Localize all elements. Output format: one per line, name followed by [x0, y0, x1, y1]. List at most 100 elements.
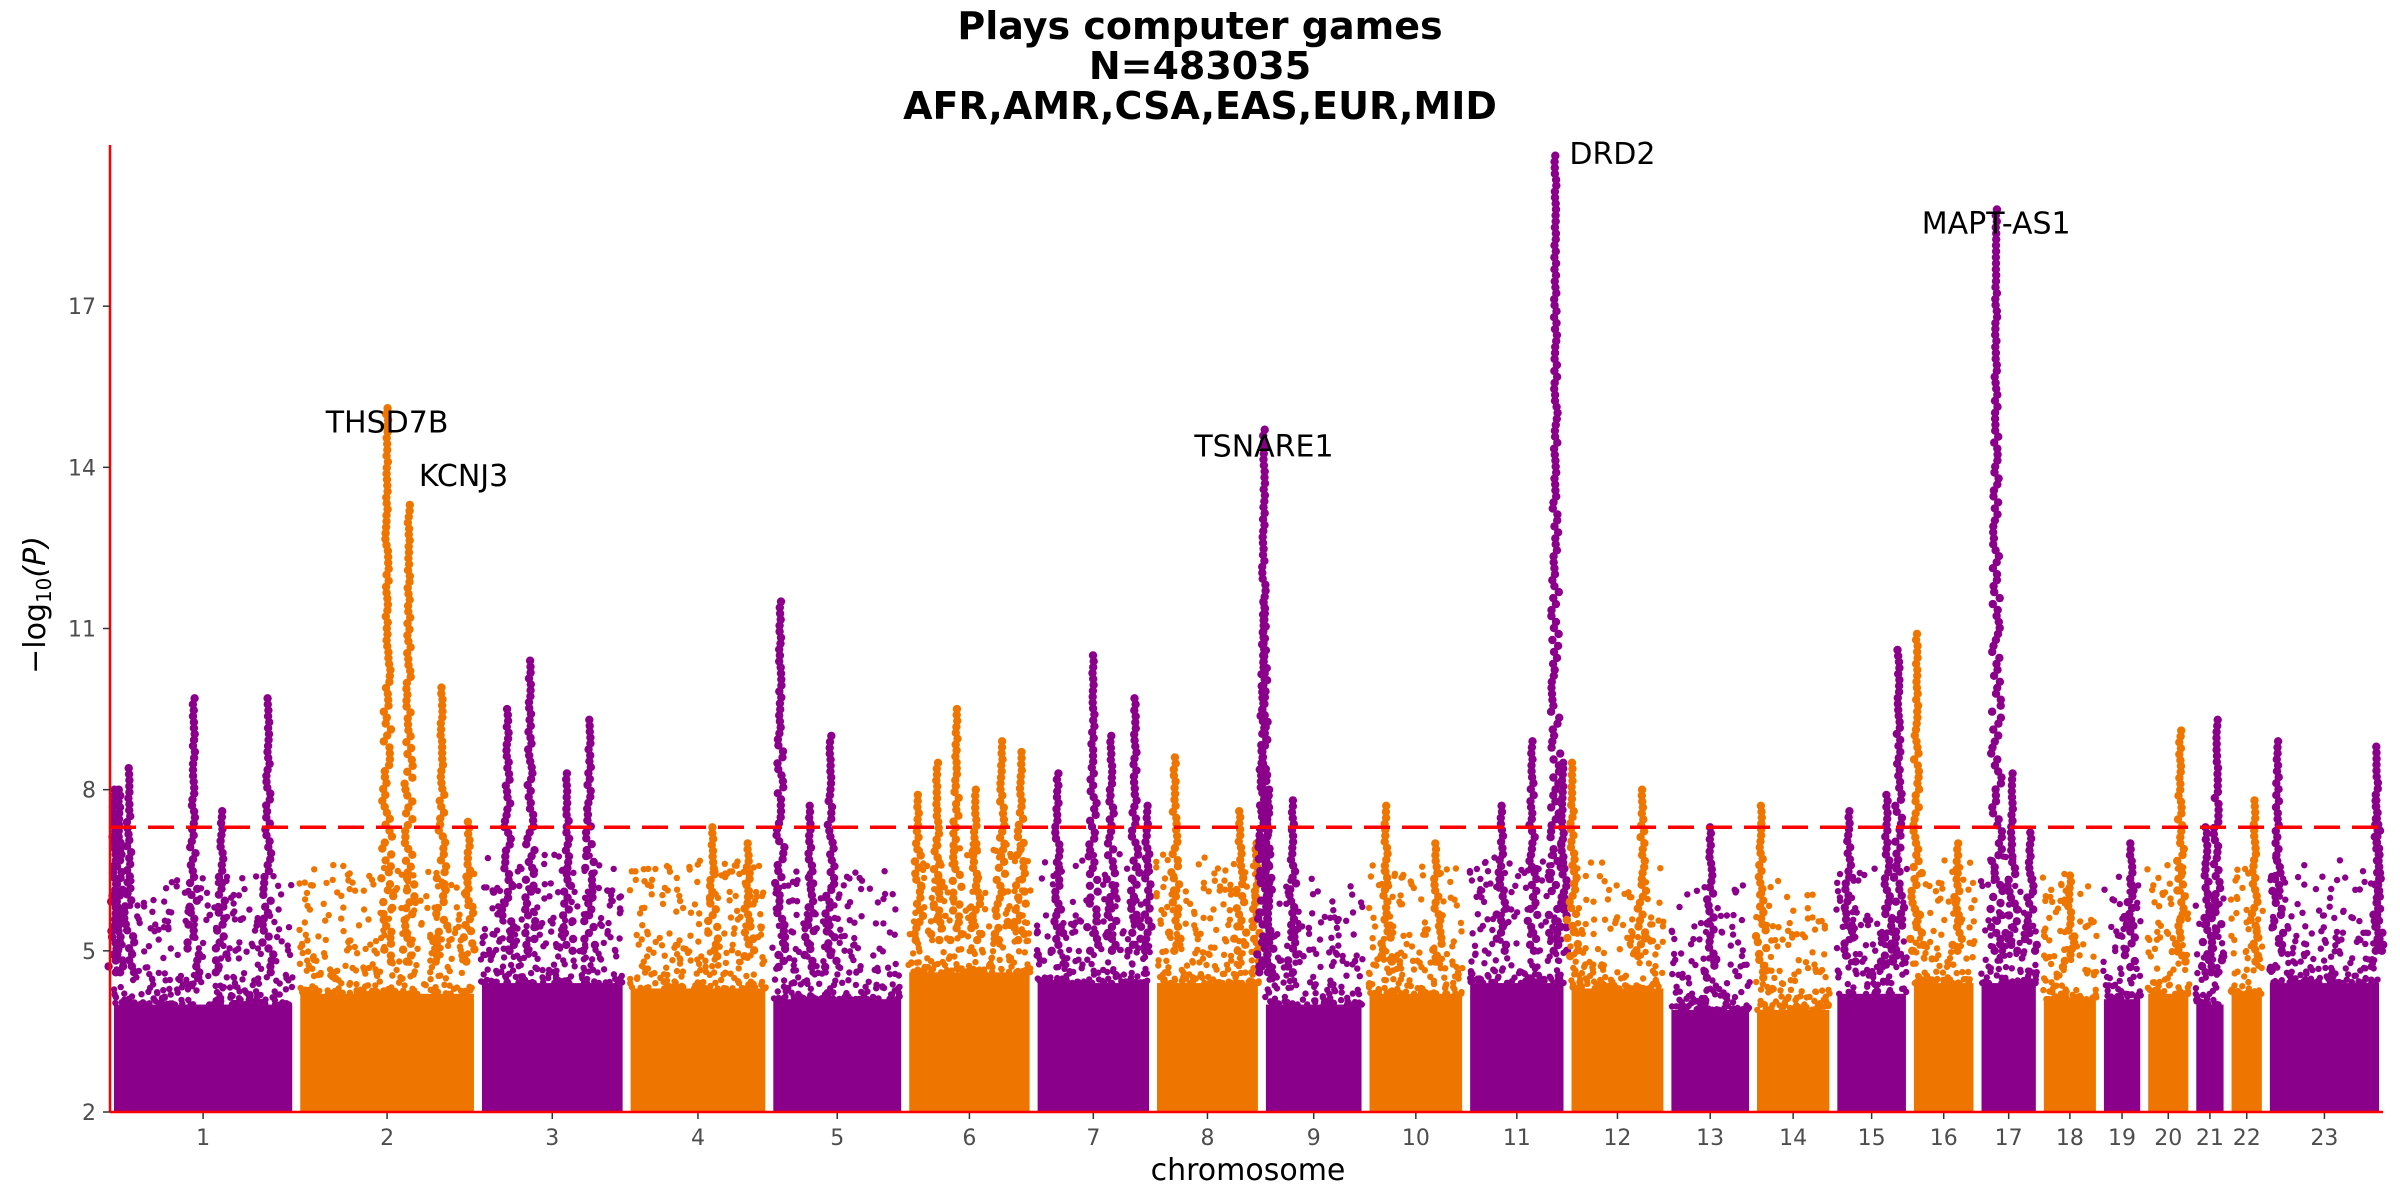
chromosome-1-body	[114, 1004, 293, 1112]
peak-point	[1011, 905, 1020, 914]
point	[285, 924, 293, 931]
point	[1583, 977, 1591, 984]
point	[923, 862, 931, 870]
point	[1567, 943, 1574, 950]
point	[966, 947, 973, 955]
point	[892, 960, 899, 968]
point	[360, 964, 367, 971]
peak-point	[996, 881, 1005, 891]
point	[226, 984, 234, 991]
peak-point	[1703, 919, 1712, 928]
peak-point	[402, 678, 412, 688]
point	[1049, 881, 1057, 888]
point	[1311, 983, 1318, 991]
peak-point	[1136, 922, 1146, 931]
peak-point	[381, 856, 390, 865]
point	[785, 882, 792, 889]
point	[1605, 886, 1613, 894]
point	[834, 971, 841, 978]
point	[1936, 962, 1943, 970]
point	[846, 969, 853, 976]
peak-point	[219, 932, 228, 941]
point	[1419, 985, 1426, 992]
chromosome-4-points	[626, 823, 769, 1112]
point	[515, 963, 522, 970]
point	[303, 889, 311, 897]
peak-point	[1548, 659, 1558, 669]
point	[1326, 990, 1333, 998]
peak-point	[779, 956, 788, 966]
point	[1886, 989, 1894, 997]
point	[696, 857, 704, 864]
point	[1343, 917, 1350, 924]
peak-point	[773, 759, 782, 768]
point	[1801, 934, 1809, 941]
point	[1441, 974, 1448, 981]
peak-point	[1130, 790, 1140, 799]
point	[1933, 976, 1941, 984]
point	[423, 893, 430, 900]
peak-point	[992, 875, 1001, 885]
point	[1110, 966, 1117, 973]
point	[1310, 946, 1317, 953]
peak-point	[1550, 354, 1559, 364]
peak-point	[438, 832, 447, 841]
point	[1825, 986, 1832, 994]
point	[954, 966, 961, 973]
peak-point	[1056, 923, 1065, 932]
peak-point	[1554, 629, 1563, 639]
peak-point	[263, 700, 272, 709]
point	[1309, 910, 1316, 917]
point	[658, 942, 666, 949]
point	[816, 980, 823, 987]
point	[252, 999, 259, 1007]
point	[1004, 906, 1011, 913]
chromosome-7-points	[1033, 651, 1156, 1112]
point	[755, 862, 763, 870]
point	[1941, 916, 1948, 924]
peak-point	[526, 686, 535, 695]
point	[941, 912, 949, 920]
point	[1512, 882, 1519, 889]
point	[424, 904, 431, 912]
peak-point	[1108, 767, 1117, 776]
peak-point	[1106, 743, 1116, 753]
peak-point	[1085, 816, 1095, 825]
peak-point	[1093, 875, 1102, 885]
point	[920, 874, 928, 882]
peak-point	[408, 850, 417, 859]
peak-point	[1127, 832, 1137, 841]
point	[1334, 918, 1341, 925]
peak-point	[971, 797, 980, 806]
peak-point	[1553, 904, 1562, 914]
point	[1546, 953, 1553, 960]
point	[582, 954, 589, 961]
peak-point	[777, 681, 786, 690]
point	[1534, 963, 1541, 970]
point	[189, 983, 196, 990]
point	[1123, 979, 1130, 987]
point	[1316, 936, 1324, 943]
point	[751, 983, 759, 991]
peak-point	[1700, 967, 1710, 976]
point	[1616, 946, 1624, 953]
point	[351, 887, 359, 894]
peak-point	[1108, 857, 1117, 866]
peak-point	[384, 552, 393, 562]
point	[1969, 954, 1976, 961]
point	[628, 868, 635, 875]
peak-point	[260, 872, 269, 882]
peak-point	[260, 878, 269, 888]
peak-point	[400, 779, 409, 788]
point	[1459, 964, 1466, 972]
point	[909, 950, 917, 957]
point	[1501, 869, 1509, 877]
peak-point	[1377, 939, 1386, 948]
point	[246, 906, 253, 913]
peak-point	[588, 893, 597, 902]
peak-point	[771, 878, 780, 888]
point	[823, 989, 831, 996]
peak-point	[825, 749, 834, 758]
point	[206, 911, 214, 918]
point	[441, 981, 448, 988]
